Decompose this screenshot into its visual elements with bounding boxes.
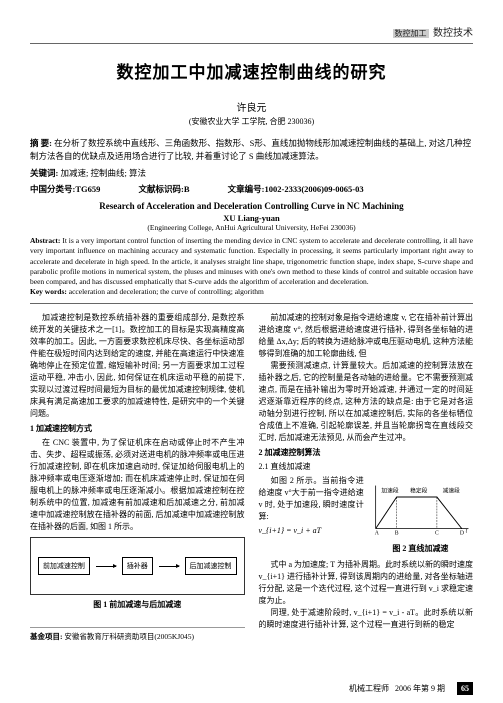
arrow-icon [159,566,179,567]
title-english: Research of Acceleration and Deceleratio… [30,201,473,211]
fund-note: 基金项目: 安徽省教育厅科研资助项目(2005KJ045) [30,627,245,642]
keywords-en-label: Key words: [30,287,67,296]
figure-1-box: 前加减速控制 插补器 后加减速控制 [30,537,245,595]
header-category-text: 数控技术 [433,28,473,39]
figure-1-diagram: 前加减速控制 插补器 后加减速控制 [35,544,240,588]
header-small-label: 数控加工 [393,29,429,38]
footer-page-number: 65 [457,682,473,695]
abstract-english: Abstract: It is a very important control… [30,236,473,287]
subsection-21-heading: 2.1 直线加减速 [259,461,474,473]
classno-label: 中国分类号:TG659 [30,184,118,194]
keywords-en-text: acceleration and deceleration; the curve… [69,287,264,296]
articleid-label: 文章编号:1002-2333(2006)09-0065-03 [228,184,382,194]
svg-text:A: A [374,530,379,536]
right-p4: 式中 a 为加速度; T 为插补周期。此时系统以新的瞬时速度 v_{i+1} 进… [259,559,474,607]
fig1-node-2: 后加减速控制 [185,557,237,576]
right-p5: 同理, 处于减速阶段时, v_{i+1} = v_i - aT。此时系统以新的瞬… [259,607,474,631]
figure-2-chart: 加速段 稳定段 减速段 A B C D t [368,477,473,541]
section-1-heading: 1 加减速控制方式 [30,423,245,435]
svg-text:C: C [435,530,439,536]
fund-text: 安徽省教育厅科研资助项目(2005KJ045) [64,632,194,641]
classification-line: 中国分类号:TG659 文献标识码:B 文章编号:1002-2333(2006)… [30,183,473,195]
abstract-en-label: Abstract: [30,236,60,245]
page-footer: 机械工程师 2006 年第 9 期 65 [30,682,473,695]
right-p1: 前加减速的控制对象是指令进给速度 v, 它在插补前计算出进给速度 v°, 然后根… [259,312,474,360]
header-rule [30,43,473,44]
svg-text:t: t [465,528,467,534]
abstract-chinese: 摘 要: 在分析了数控系统中直线形、三角函数形、指数形、S形、直线加抛物线形加减… [30,137,473,163]
keywords-cn-text: 加减速; 控制曲线; 算法 [60,168,145,178]
fig1-node-1: 插补器 [122,557,153,576]
fig1-node-0: 前加减速控制 [38,557,90,576]
svg-text:D: D [460,530,464,536]
figure-2-caption: 图 2 直线加减速 [368,543,473,555]
abstract-cn-text: 在分析了数控系统中直线形、三角函数形、指数形、S形、直线加抛物线形加减速控制曲线… [30,138,471,161]
svg-text:减速段: 减速段 [442,486,459,494]
left-column: 加减速控制是数控系统插补器的重要组成部分, 是数控系统开发的关键技术之一[1]。… [30,312,245,642]
affiliation-english: (Engineering College, AnHui Agricultural… [30,223,473,232]
author-chinese: 许良元 [30,99,473,114]
body-columns: 加减速控制是数控系统插补器的重要组成部分, 是数控系统开发的关键技术之一[1]。… [30,312,473,642]
abstract-en-text: It is a very important control function … [30,236,473,286]
section-2-heading: 2 加减速控制算法 [259,447,474,459]
right-p2: 需要预测减速点, 计算量较大。后加减速的控制算法放在插补器之后, 它的控制量是各… [259,360,474,444]
mid-rule [30,303,473,304]
svg-text:B: B [395,530,399,536]
doccode-label: 文献标识码:B [139,184,208,194]
affiliation-chinese: (安徽农业大学 工学院, 合肥 230036) [30,116,473,127]
footer-journal: 机械工程师 [349,683,389,694]
arrow-icon [96,566,116,567]
figure-1-caption: 图 1 前加减速与后加减速 [30,599,245,611]
header-category: 数控加工 数控技术 [30,24,473,39]
equation-1: v_{i+1} = v_i + aT [259,525,364,537]
left-p2: 在 CNC 装置中, 为了保证机床在启动或停止时不产生冲击、失步、超程或振荡, … [30,437,245,533]
right-p3: 如图 2 所示。当前指令进给速度 v°大于前一指令进给速 v 时, 处于加速段,… [259,475,364,523]
svg-text:稳定段: 稳定段 [410,486,427,494]
keywords-chinese: 关键词: 加减速; 控制曲线; 算法 [30,167,473,180]
keywords-english: Key words: acceleration and deceleration… [30,287,473,297]
keywords-cn-label: 关键词: [30,168,58,178]
footer-issue: 2006 年第 9 期 [395,683,445,694]
right-column: 前加减速的控制对象是指令进给速度 v, 它在插补前计算出进给速度 v°, 然后根… [259,312,474,642]
svg-text:加速段: 加速段 [381,486,398,494]
left-p1: 加减速控制是数控系统插补器的重要组成部分, 是数控系统开发的关键技术之一[1]。… [30,312,245,420]
author-english: XU Liang-yuan [30,213,473,223]
abstract-cn-label: 摘 要: [30,138,52,148]
fund-label: 基金项目: [30,632,63,641]
title-chinese: 数控加工中加减速控制曲线的研究 [30,58,473,83]
